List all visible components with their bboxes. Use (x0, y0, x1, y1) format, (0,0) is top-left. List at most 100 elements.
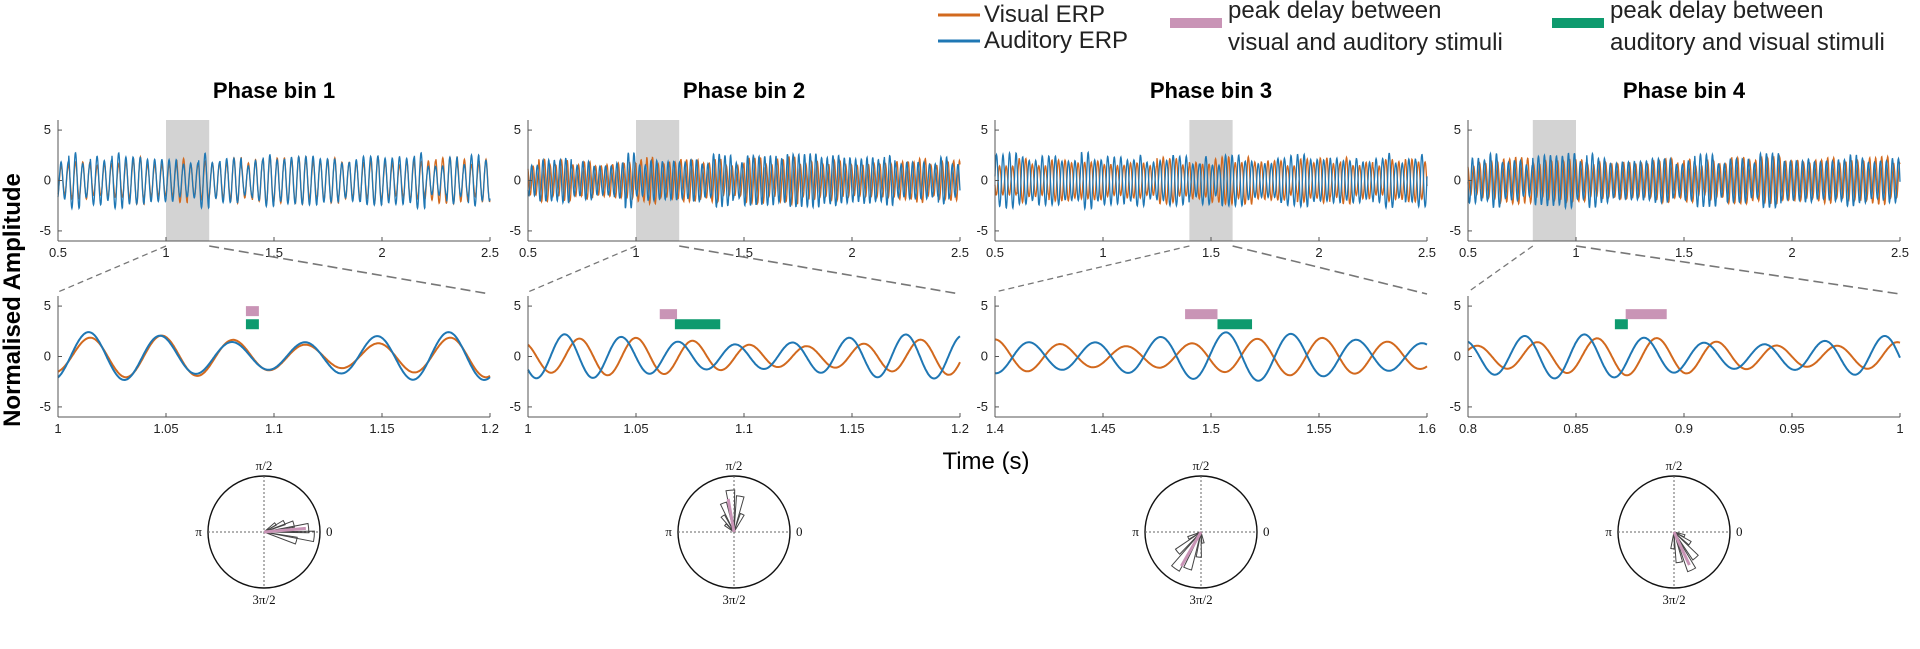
polar-tick-label: 3π/2 (722, 592, 745, 607)
polar-rose-petal (263, 520, 295, 533)
zoom-auditory-line (994, 331, 1428, 382)
zoom-x-tick-label: 1 (524, 421, 531, 436)
overview-y-tick-label: 0 (44, 173, 51, 188)
zoom-x-tick-label: 1 (54, 421, 61, 436)
polar-rose-petal (263, 519, 286, 533)
polar-plot: π/2 π 0 3π/2 (1605, 458, 1742, 607)
polar-rose-petal (1174, 531, 1202, 555)
zoom-x-tick-label: 1.05 (153, 421, 178, 436)
legend-pink-label-2: visual and auditory stimuli (1228, 29, 1503, 56)
zoom-connector-right (1575, 245, 1901, 295)
legend-auditory-label: Auditory ERP (984, 27, 1128, 54)
overview-y-tick-label: 0 (514, 173, 521, 188)
panel-3: Phase bin 3 0.5 1 1.5 2 2.5 5 0 -5 1.4 1.45 1.5 1.55… (976, 78, 1436, 607)
polar-tick-label: 0 (1263, 524, 1270, 539)
panel-title: Phase bin 1 (213, 78, 335, 103)
zoom-y-tick-label: 0 (981, 349, 988, 364)
polar-mean-vector (263, 526, 306, 534)
polar-rose-petal (263, 531, 298, 545)
polar-rose-petal (263, 522, 310, 534)
zoom-connector-right (679, 245, 961, 295)
overview-y-tick-label: 5 (44, 122, 51, 137)
polar-tick-label: 0 (796, 524, 803, 539)
zoom-x-tick-label: 1.55 (1306, 421, 1331, 436)
zoom-visual-line (57, 334, 491, 379)
polar-rose-petal (1170, 531, 1202, 572)
legend-green-swatch (1552, 18, 1604, 28)
polar-rose-petal (725, 489, 736, 533)
zoom-auditory-line (57, 331, 491, 382)
polar-rose-petal (1195, 531, 1202, 558)
zoom-y-tick-label: 5 (514, 298, 521, 313)
legend-green-label-1: peak delay between (1610, 0, 1824, 24)
polar-tick-label: π/2 (1193, 458, 1210, 473)
overview-visual-line (1467, 154, 1901, 206)
polar-plot: π/2 π 0 3π/2 (1132, 458, 1269, 607)
zoom-auditory-line (1467, 333, 1901, 380)
polar-tick-label: 0 (326, 524, 333, 539)
y-axis-label: Normalised Amplitude (0, 173, 26, 427)
legend-pink-swatch (1170, 18, 1222, 28)
polar-mean-vector (1672, 531, 1691, 566)
polar-tick-label: 3π/2 (1189, 592, 1212, 607)
overview-y-tick-label: -5 (976, 223, 988, 238)
zoom-x-tick-label: 1 (1896, 421, 1903, 436)
polar-rose-petal (724, 523, 735, 533)
polar-plot: π/2 π 0 3π/2 (195, 458, 332, 607)
legend: Visual ERP Auditory ERP peak delay betwe… (938, 0, 1885, 56)
polar-tick-label: π/2 (726, 458, 743, 473)
polar-tick-label: π (1605, 524, 1612, 539)
overview-x-tick-label: 1 (1572, 245, 1579, 260)
overview-x-tick-label: 2.5 (1891, 245, 1909, 260)
zoom-y-tick-label: 0 (1454, 349, 1461, 364)
polar-rose-petal (719, 501, 735, 533)
zoom-x-tick-label: 1.15 (839, 421, 864, 436)
overview-y-tick-label: 0 (1454, 173, 1461, 188)
overview-x-tick-label: 1.5 (1202, 245, 1220, 260)
polar-rose-petal (720, 514, 735, 533)
zoom-x-tick-label: 0.8 (1459, 421, 1477, 436)
polar-rose-petal (1673, 531, 1684, 564)
overview-x-tick-label: 2 (1315, 245, 1322, 260)
zoom-y-tick-label: -5 (1449, 399, 1461, 414)
panel-title: Phase bin 3 (1150, 78, 1272, 103)
polar-tick-label: 0 (1736, 524, 1743, 539)
polar-rose-petal (733, 512, 745, 533)
zoom-x-tick-label: 1.5 (1202, 421, 1220, 436)
peak-delay-auditory-visual-bar (1217, 319, 1253, 330)
zoom-y-tick-label: 5 (981, 298, 988, 313)
zoom-x-tick-label: 1.1 (735, 421, 753, 436)
zoom-visual-line (527, 336, 961, 377)
zoom-x-tick-label: 0.95 (1779, 421, 1804, 436)
zoom-visual-line (994, 336, 1428, 377)
polar-tick-label: π/2 (256, 458, 273, 473)
zoom-x-tick-label: 0.9 (1675, 421, 1693, 436)
panel-4: Phase bin 4 0.5 1 1.5 2 2.5 5 0 -5 0.8 0.85 0.9 0.95… (1449, 78, 1909, 607)
overview-auditory-line (994, 150, 1428, 212)
peak-delay-auditory-visual-bar (1614, 319, 1628, 330)
panel-2: Phase bin 20.5 1 1.5 2 2.550-51 1.05 1.1 1.15 1.… (509, 78, 969, 607)
zoom-x-tick-label: 1.6 (1418, 421, 1436, 436)
zoom-connector-left (1467, 245, 1534, 293)
overview-plot: 0.5 1 1.5 2 2.550-5 (509, 120, 969, 260)
overview-x-tick-label: 0.5 (49, 245, 67, 260)
overview-x-tick-label: 0.5 (519, 245, 537, 260)
overview-y-tick-label: 0 (981, 173, 988, 188)
polar-tick-label: π (665, 524, 672, 539)
overview-auditory-line (1467, 150, 1901, 211)
polar-rose-petal (733, 495, 745, 533)
panel-title: Phase bin 2 (683, 78, 805, 103)
zoom-visual-line (1467, 337, 1901, 377)
x-axis-label: Time (s) (942, 448, 1029, 475)
overview-x-tick-label: 2.5 (481, 245, 499, 260)
zoom-y-tick-label: 5 (44, 298, 51, 313)
overview-auditory-line (527, 151, 961, 210)
zoom-y-tick-label: -5 (509, 399, 521, 414)
zoom-y-tick-label: 5 (1454, 298, 1461, 313)
polar-rose-petal (1673, 531, 1697, 573)
zoom-plot: 1 1.05 1.1 1.15 1.2 5 0 -5 (509, 296, 969, 436)
overview-x-tick-label: 2.5 (1418, 245, 1436, 260)
legend-pink-label-1: peak delay between (1228, 0, 1442, 24)
overview-y-tick-label: -5 (509, 223, 521, 238)
